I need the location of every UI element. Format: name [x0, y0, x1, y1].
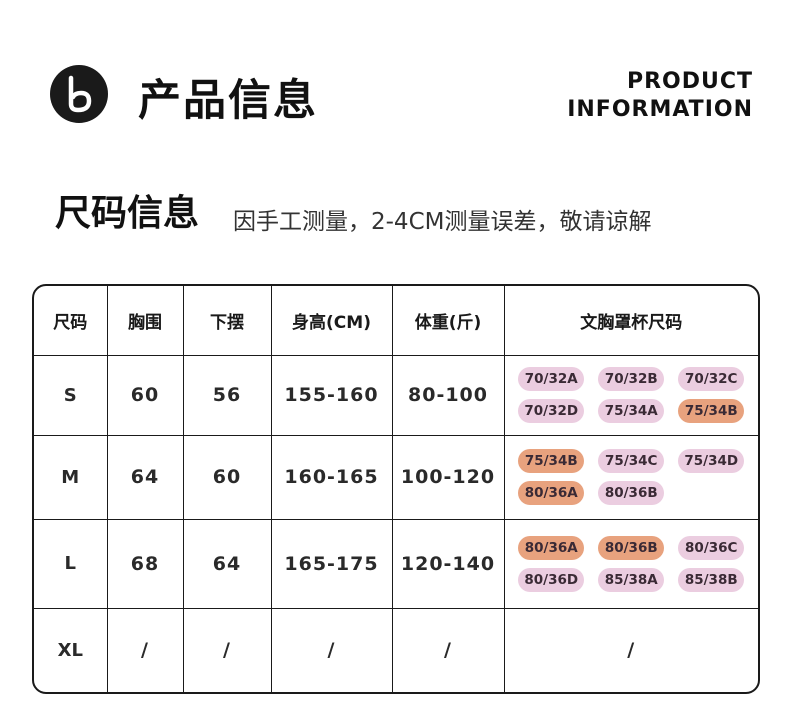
table-row: L 68 64 165-175 120-140 80/36A 80/36B 80/3… — [34, 519, 759, 609]
weight-cell: 100-120 — [392, 435, 505, 520]
hem-cell: 64 — [183, 519, 272, 609]
cup-cell: 75/34B 75/34C 75/34D 80/36A 80/36B — [504, 435, 759, 520]
weight-cell: 80-100 — [392, 355, 505, 436]
table-row: M 64 60 160-165 100-120 75/34B 75/34C 75/3… — [34, 435, 759, 520]
weight-cell: / — [392, 608, 505, 692]
cup-badge-list: 75/34B 75/34C 75/34D 80/36A 80/36B — [505, 449, 759, 505]
cup-size-badge: 75/34B — [678, 399, 745, 423]
header-size: 尺码 — [34, 286, 108, 356]
page-title-english: PRODUCT INFORMATION — [567, 68, 753, 124]
cup-cell: 70/32A 70/32B 70/32C 70/32D 75/34A 75/34B — [504, 355, 759, 436]
size-cell: M — [34, 435, 108, 520]
page-title: 产品信息 — [138, 76, 318, 126]
cup-size-badge: 75/34A — [598, 399, 665, 423]
chest-cell: / — [107, 608, 184, 692]
table-row: S 60 56 155-160 80-100 70/32A 70/32B 70/32… — [34, 355, 759, 436]
chest-cell: 60 — [107, 355, 184, 436]
cup-size-badge: 70/32D — [518, 399, 585, 423]
cup-size-badge: 80/36C — [678, 535, 745, 560]
header-weight: 体重(斤) — [392, 286, 505, 356]
section-title: 尺码信息 — [55, 193, 200, 234]
height-cell: 155-160 — [271, 355, 393, 436]
hem-cell: / — [183, 608, 272, 692]
cup-size-badge: 80/36A — [518, 535, 585, 560]
cup-size-badge: 70/32A — [518, 367, 585, 391]
cup-badge-list: 80/36A 80/36B 80/36C 80/36D 85/38A 85/38B — [505, 535, 759, 592]
cup-size-badge: 80/36D — [518, 567, 585, 592]
header-chest: 胸围 — [107, 286, 184, 356]
hem-cell: 60 — [183, 435, 272, 520]
title-en-line-2: INFORMATION — [567, 97, 753, 122]
cup-cell: 80/36A 80/36B 80/36C 80/36D 85/38A 85/38B — [504, 519, 759, 609]
weight-cell: 120-140 — [392, 519, 505, 609]
chest-cell: 68 — [107, 519, 184, 609]
cup-size-badge: 75/34D — [678, 449, 745, 473]
size-table: 尺码 胸围 下摆 身高(CM) 体重(斤) 文胸罩杯尺码 S 60 56 155… — [34, 286, 758, 692]
cup-size-badge: 80/36B — [598, 481, 665, 505]
cup-size-badge: 75/34C — [598, 449, 665, 473]
height-cell: 165-175 — [271, 519, 393, 609]
title-en-line-1: PRODUCT — [626, 69, 753, 94]
table-header-row: 尺码 胸围 下摆 身高(CM) 体重(斤) 文胸罩杯尺码 — [34, 286, 758, 356]
size-cell: XL — [34, 608, 108, 692]
measurement-note: 因手工测量，2-4CM测量误差，敬请谅解 — [233, 209, 652, 235]
cup-size-badge: 80/36B — [598, 535, 665, 560]
b-logo-glyph — [68, 75, 92, 113]
size-table-frame: 尺码 胸围 下摆 身高(CM) 体重(斤) 文胸罩杯尺码 S 60 56 155… — [32, 284, 760, 694]
cup-size-badge: 85/38B — [678, 567, 745, 592]
header-height: 身高(CM) — [271, 286, 393, 356]
cup-size-badge: 85/38A — [598, 567, 665, 592]
table-row: XL / / / / / — [34, 608, 758, 692]
header-cup-size: 文胸罩杯尺码 — [504, 286, 758, 356]
cup-badge-list: 70/32A 70/32B 70/32C 70/32D 75/34A 75/34B — [505, 367, 759, 423]
size-cell: L — [34, 519, 108, 609]
size-cell: S — [34, 355, 108, 436]
cup-cell: / — [627, 639, 636, 662]
hem-cell: 56 — [183, 355, 272, 436]
height-cell: 160-165 — [271, 435, 393, 520]
chest-cell: 64 — [107, 435, 184, 520]
cup-size-badge: 75/34B — [518, 449, 585, 473]
cup-size-badge: 70/32B — [598, 367, 665, 391]
cup-size-badge: 80/36A — [518, 481, 585, 505]
b-logo-icon — [50, 65, 108, 123]
header-hem: 下摆 — [183, 286, 272, 356]
height-cell: / — [271, 608, 393, 692]
cup-size-badge: 70/32C — [678, 367, 745, 391]
